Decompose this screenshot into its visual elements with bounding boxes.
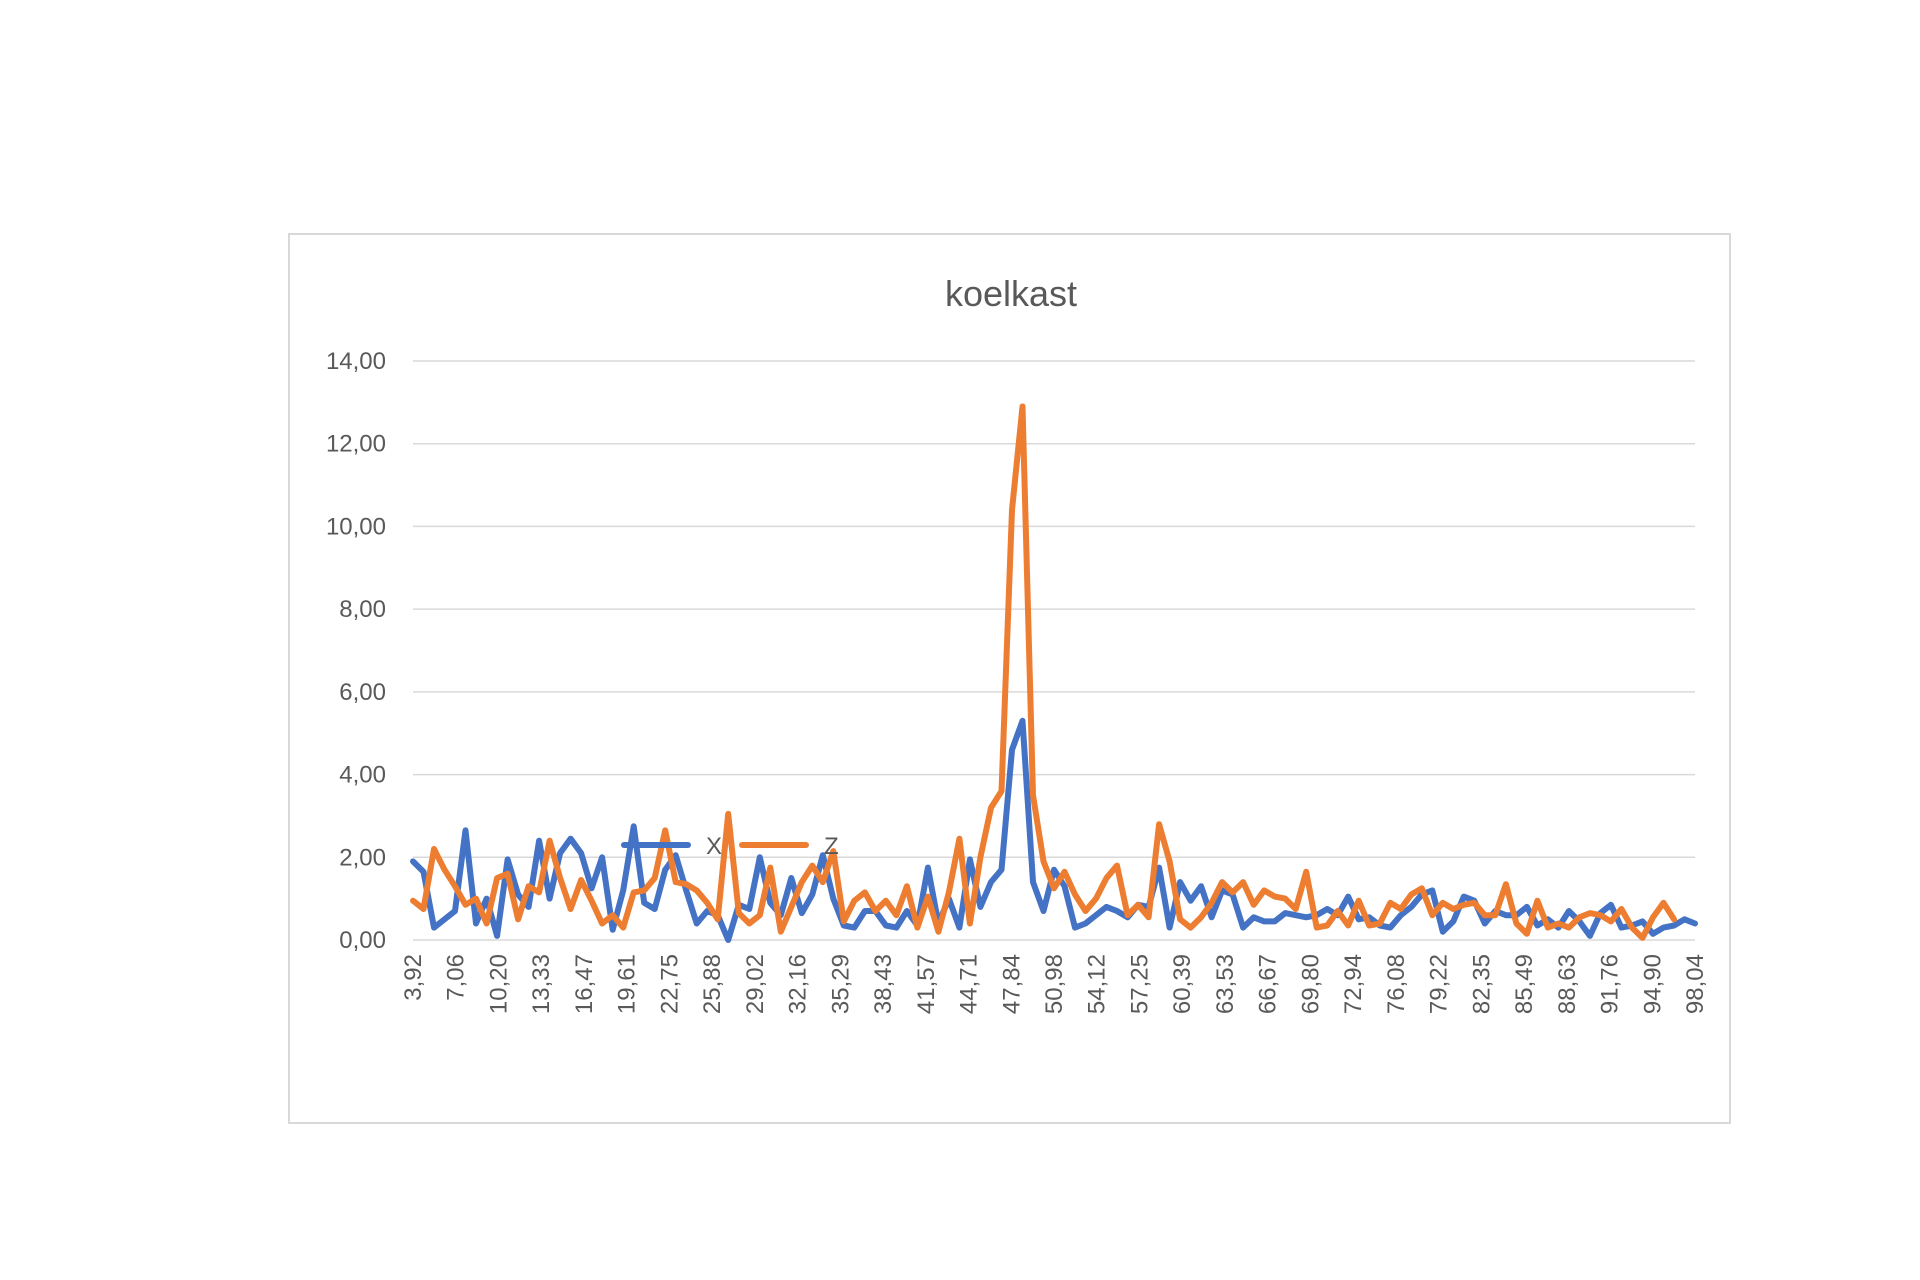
x-tick-label: 7,06 xyxy=(443,954,470,1001)
x-tick-label: 54,12 xyxy=(1084,954,1111,1014)
x-tick-label: 25,88 xyxy=(699,954,726,1014)
y-tick-label: 4,00 xyxy=(339,762,386,789)
y-axis-tick-labels: 0,00 2,00 4,00 6,00 8,00 10,00 12,00 14,00 xyxy=(326,348,386,954)
y-tick-label: 2,00 xyxy=(339,844,386,871)
legend-label-z: Z xyxy=(824,833,839,860)
x-tick-label: 72,94 xyxy=(1340,954,1367,1014)
x-tick-label: 41,57 xyxy=(913,954,940,1014)
y-tick-label: 8,00 xyxy=(339,596,386,623)
y-tick-label: 6,00 xyxy=(339,679,386,706)
x-tick-label: 47,84 xyxy=(998,954,1025,1014)
x-tick-label: 29,02 xyxy=(742,954,769,1014)
x-tick-label: 66,67 xyxy=(1255,954,1282,1014)
chart-frame: koelkast 0,00 2,00 4,00 6,00 8,00 10,00 12,00 1… xyxy=(288,233,1731,1124)
line-chart: koelkast 0,00 2,00 4,00 6,00 8,00 10,00 12,00 1… xyxy=(326,273,1709,1014)
x-tick-label: 19,61 xyxy=(614,954,641,1014)
x-tick-label: 82,35 xyxy=(1468,954,1495,1014)
y-tick-label: 0,00 xyxy=(339,927,386,954)
x-tick-label: 38,43 xyxy=(870,954,897,1014)
y-tick-label: 14,00 xyxy=(326,348,386,375)
x-tick-label: 13,33 xyxy=(528,954,555,1014)
x-tick-label: 3,92 xyxy=(400,954,427,1001)
gridlines xyxy=(413,360,1695,941)
legend-label-x: X xyxy=(706,833,722,860)
y-tick-label: 10,00 xyxy=(326,513,386,540)
x-tick-label: 63,53 xyxy=(1212,954,1239,1014)
series-line-x xyxy=(410,717,1698,943)
y-tick-label: 12,00 xyxy=(326,431,386,458)
x-tick-label: 76,08 xyxy=(1383,954,1410,1014)
series-lines xyxy=(410,403,1698,943)
x-tick-label: 60,39 xyxy=(1169,954,1196,1014)
x-tick-label: 79,22 xyxy=(1426,954,1453,1014)
x-tick-label: 50,98 xyxy=(1041,954,1068,1014)
x-tick-label: 94,90 xyxy=(1639,954,1666,1014)
x-tick-label: 88,63 xyxy=(1554,954,1581,1014)
x-tick-label: 22,75 xyxy=(656,954,683,1014)
series-line-z xyxy=(410,403,1677,941)
x-tick-label: 98,04 xyxy=(1682,954,1709,1014)
x-tick-label: 91,76 xyxy=(1597,954,1624,1014)
x-axis-tick-labels: 3,92 7,06 10,20 13,33 16,47 19,61 22,75 25,88 29… xyxy=(400,954,1709,1014)
x-tick-label: 16,47 xyxy=(571,954,598,1014)
x-tick-label: 44,71 xyxy=(956,954,983,1014)
chart-title: koelkast xyxy=(945,273,1077,314)
x-tick-label: 10,20 xyxy=(485,954,512,1014)
x-tick-label: 69,80 xyxy=(1297,954,1324,1014)
x-tick-label: 32,16 xyxy=(785,954,812,1014)
x-tick-label: 35,29 xyxy=(827,954,854,1014)
x-tick-label: 85,49 xyxy=(1511,954,1538,1014)
x-tick-label: 57,25 xyxy=(1126,954,1153,1014)
